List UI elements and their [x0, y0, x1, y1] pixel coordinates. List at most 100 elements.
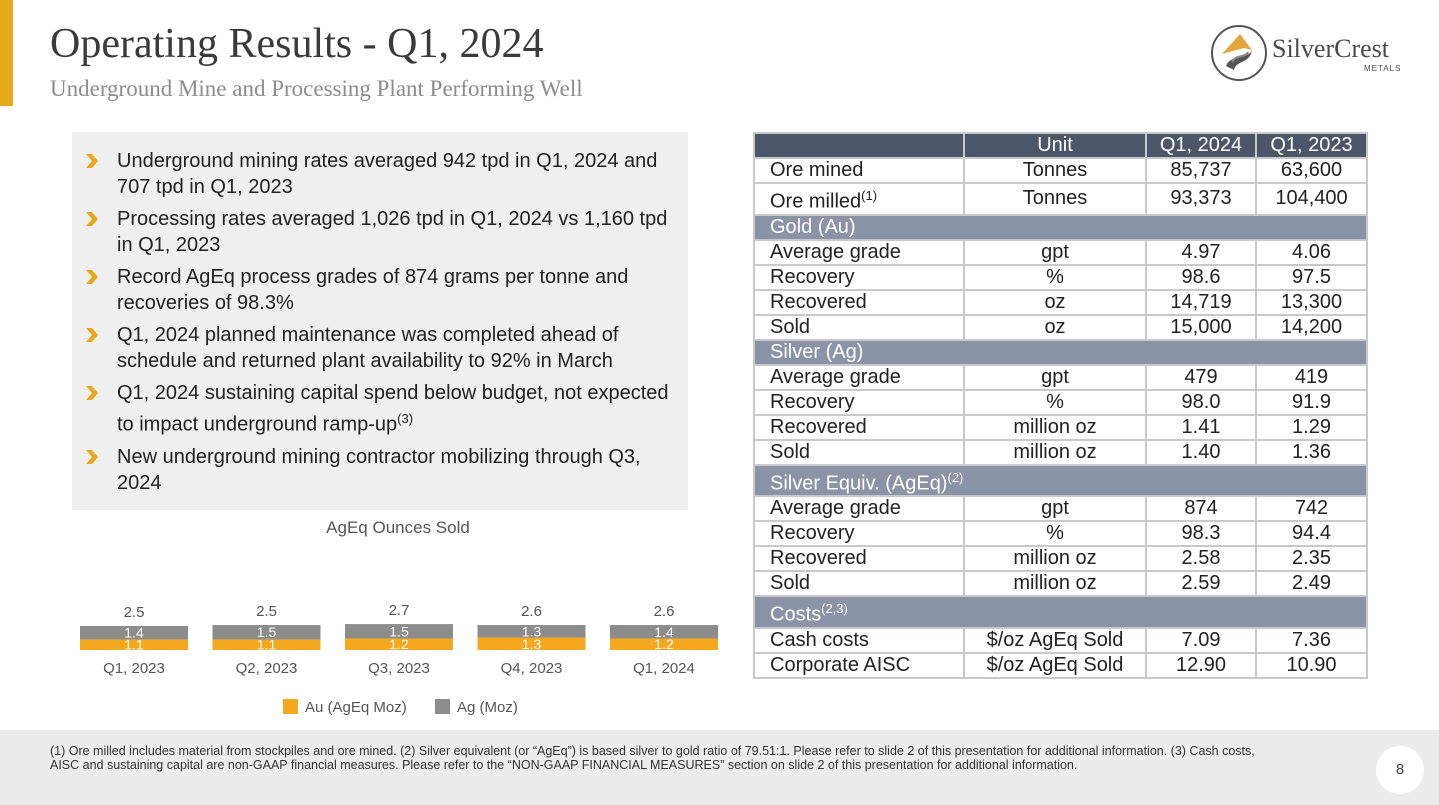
footnote-ref: (2,3) — [821, 601, 848, 617]
table-row: Ore milled(1) Tonnes 93,373 104,400 — [753, 182, 1368, 216]
value-cell: 7.09 — [1145, 626, 1257, 654]
footnote: (1) Ore milled includes material from st… — [50, 744, 1255, 772]
bullet-text: Processing rates averaged 1,026 tpd in Q… — [117, 208, 668, 256]
data-label-au: 1.3 — [522, 636, 542, 652]
data-label-total: 2.5 — [124, 604, 145, 621]
footer: (1) Ore milled includes material from st… — [0, 730, 1439, 805]
value-cell: 98.0 — [1145, 388, 1257, 416]
bar-au — [477, 637, 586, 650]
metric-cell: Sold — [753, 438, 965, 466]
table-row: Average grade gpt 874 742 — [753, 495, 1368, 523]
data-label-ag: 1.3 — [522, 623, 542, 639]
data-label-total: 2.5 — [256, 603, 277, 620]
value-cell: 4.97 — [1145, 238, 1257, 266]
section-label-text: Silver Equiv. (AgEq) — [770, 472, 948, 495]
bar-au — [80, 639, 188, 650]
column-header — [753, 132, 965, 159]
metric-cell: Average grade — [753, 363, 965, 391]
value-cell: 2.35 — [1255, 545, 1368, 573]
page-subtitle: Underground Mine and Processing Plant Pe… — [50, 76, 583, 101]
table-row: Corporate AISC $/oz AgEq Sold 12.90 10.9… — [753, 651, 1368, 679]
list-item: Q1, 2024 sustaining capital spend below … — [82, 380, 672, 438]
section-label: Silver Equiv. (AgEq)(2) — [753, 463, 1368, 498]
unit-cell: oz — [963, 313, 1147, 341]
x-tick-label: Q2, 2023 — [236, 660, 298, 677]
table-row: Cash costs $/oz AgEq Sold 7.09 7.36 — [753, 626, 1368, 654]
unit-cell: million oz — [963, 545, 1147, 573]
metric-cell: Average grade — [753, 495, 965, 523]
unit-cell: % — [963, 263, 1147, 291]
footnote-ref: (1) — [861, 188, 878, 203]
value-cell: 7.36 — [1255, 626, 1368, 654]
data-label-ag: 1.5 — [257, 624, 277, 640]
bar-au — [212, 639, 321, 650]
bar-ag — [610, 625, 718, 639]
table-row: Recovered million oz 2.58 2.35 — [753, 545, 1368, 573]
table-row: Sold oz 15,000 14,200 — [753, 313, 1368, 341]
column-header: Unit — [963, 132, 1147, 159]
legend-label-au: Au (AgEq Moz) — [305, 699, 407, 716]
list-item: Q1, 2024 planned maintenance was complet… — [82, 322, 672, 374]
list-item: Underground mining rates averaged 942 tp… — [82, 148, 672, 200]
data-label-total: 2.7 — [389, 602, 410, 619]
logo-tagline: METALS — [1364, 64, 1402, 73]
table-row: Average grade gpt 479 419 — [753, 363, 1368, 391]
value-cell: 2.58 — [1145, 545, 1257, 573]
table-header-row: Unit Q1, 2024 Q1, 2023 — [753, 132, 1368, 159]
unit-cell: gpt — [963, 238, 1147, 266]
chart-title: AgEq Ounces Sold — [326, 518, 470, 537]
unit-cell: million oz — [963, 413, 1147, 441]
bar-ag — [477, 625, 586, 638]
legend-swatch-ag — [435, 699, 450, 714]
value-cell: 1.41 — [1145, 413, 1257, 441]
section-label: Costs(2,3) — [753, 595, 1368, 629]
section-label: Silver (Ag) — [753, 338, 1368, 366]
metric-cell: Sold — [753, 313, 965, 341]
value-cell: 2.59 — [1145, 570, 1257, 598]
value-cell: 91.9 — [1255, 388, 1368, 416]
metric-cell: Cash costs — [753, 626, 965, 654]
list-item: Record AgEq process grades of 874 grams … — [82, 264, 672, 316]
accent-bar — [0, 0, 13, 106]
value-cell: 419 — [1255, 363, 1368, 391]
value-cell: 742 — [1255, 495, 1368, 523]
table-row: Recovered oz 14,719 13,300 — [753, 288, 1368, 316]
data-label-total: 2.6 — [521, 603, 542, 620]
unit-cell: Tonnes — [963, 157, 1147, 184]
bar-au — [345, 638, 453, 650]
value-cell: 1.40 — [1145, 438, 1257, 466]
section-row-gold: Gold (Au) — [753, 213, 1368, 241]
chevron-right-icon — [86, 328, 98, 342]
unit-cell: Tonnes — [963, 182, 1147, 216]
section-row-costs: Costs(2,3) — [753, 595, 1368, 629]
unit-cell: $/oz AgEq Sold — [963, 651, 1147, 679]
column-header: Q1, 2024 — [1145, 132, 1257, 159]
value-cell: 12.90 — [1145, 651, 1257, 679]
chevron-right-icon — [86, 154, 98, 168]
chevron-right-icon — [86, 386, 98, 400]
value-cell: 85,737 — [1145, 157, 1257, 184]
data-label-au: 1.1 — [124, 637, 144, 653]
table-row: Recovery % 98.3 94.4 — [753, 520, 1368, 548]
metric-label: Ore milled — [770, 190, 862, 213]
data-label-ag: 1.4 — [654, 624, 674, 640]
value-cell: 14,200 — [1255, 313, 1368, 341]
footnote-ref: (3) — [397, 411, 414, 426]
table-row: Sold million oz 1.40 1.36 — [753, 438, 1368, 466]
metric-cell: Corporate AISC — [753, 651, 965, 679]
legend-swatch-au — [283, 699, 298, 714]
data-label-au: 1.2 — [389, 636, 409, 652]
metric-cell: Average grade — [753, 238, 965, 266]
metric-cell: Ore milled(1) — [753, 182, 965, 216]
bullet-text: Q1, 2024 planned maintenance was complet… — [117, 324, 619, 372]
bullet-text: Q1, 2024 sustaining capital spend below … — [117, 380, 672, 438]
data-label-total: 2.6 — [654, 603, 675, 620]
chevron-right-icon — [86, 270, 98, 284]
highlights-panel: Underground mining rates averaged 942 tp… — [72, 132, 688, 510]
value-cell: 15,000 — [1145, 313, 1257, 341]
value-cell: 13,300 — [1255, 288, 1368, 316]
metric-cell: Recovered — [753, 413, 965, 441]
value-cell: 93,373 — [1145, 182, 1257, 216]
bullet-text: New underground mining contractor mobili… — [117, 445, 641, 494]
section-label: Gold (Au) — [753, 213, 1368, 241]
